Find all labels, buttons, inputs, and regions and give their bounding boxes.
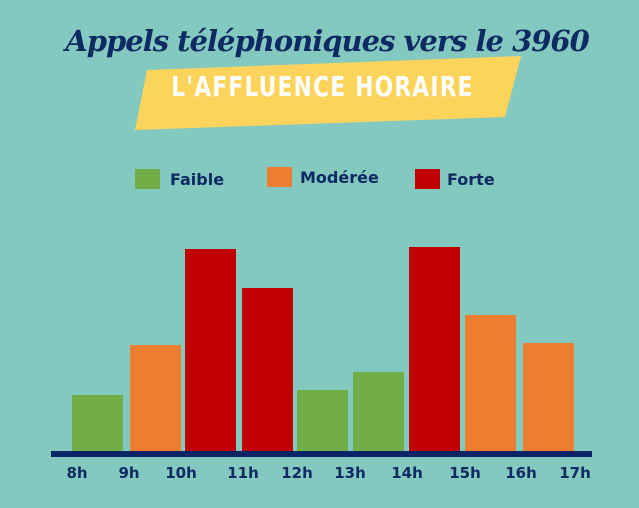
subtitle-banner [135,56,521,130]
bar-8h [72,395,123,452]
x-tick-label: 14h [391,464,423,482]
legend-label: Faible [170,169,225,189]
x-tick-label: 13h [334,464,366,482]
bar-9h [130,345,181,452]
bar-14h [409,247,460,452]
legend-swatch-moderee [267,167,292,187]
legend-item-faible: Faible [135,168,224,190]
legend-swatch-faible [135,169,160,189]
bar-15h [465,315,516,452]
legend-label: Forte [447,169,495,189]
chart-subtitle: L'AFFLUENCE HORAIRE [171,70,474,103]
legend-item-forte: Forte [415,168,495,190]
x-tick-label: 15h [449,464,481,482]
x-tick-label: 17h [559,464,591,482]
x-tick-label: 9h [118,464,140,482]
x-tick-label: 12h [281,464,313,482]
bar-12h [297,390,348,452]
banner-shape [135,56,521,130]
x-axis-line [51,451,592,457]
bar-10h [185,249,236,452]
x-tick-label: 8h [66,464,88,482]
legend-label: Modérée [300,167,379,187]
x-tick-label: 11h [227,464,259,482]
chart-title: Appels téléphoniques vers le 3960 [65,24,590,58]
legend-swatch-forte [415,169,440,189]
bar-16h [523,343,574,452]
bar-11h [242,288,293,452]
bar-13h [353,372,404,452]
legend-item-moderee: Modérée [267,166,379,188]
x-tick-label: 10h [165,464,197,482]
x-tick-label: 16h [505,464,537,482]
